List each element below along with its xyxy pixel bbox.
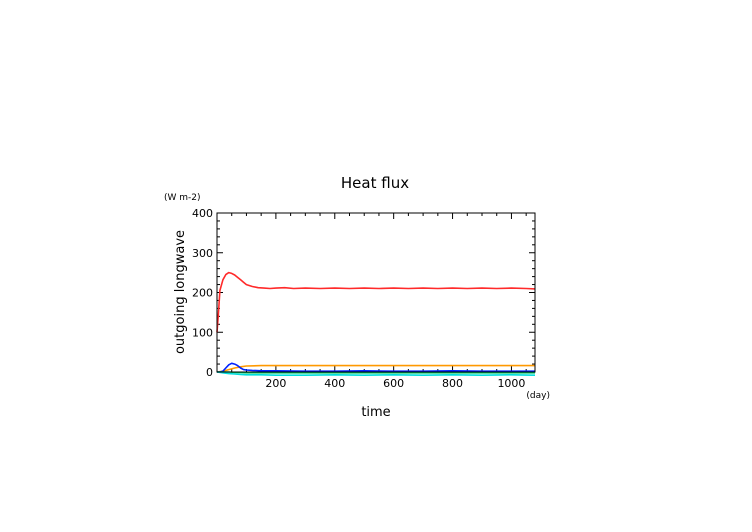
x-tick-label: 200 — [265, 377, 286, 390]
x-tick-label: 600 — [383, 377, 404, 390]
x-tick-label: 400 — [324, 377, 345, 390]
y-tick-label: 400 — [192, 207, 213, 220]
plot-frame — [216, 212, 536, 373]
y-axis-title: outgoing longwave — [173, 230, 188, 354]
plot-series — [216, 271, 536, 377]
y-unit-label: (W m-2) — [164, 193, 201, 203]
series-line-5 — [216, 371, 536, 377]
series-line-2 — [216, 364, 535, 373]
y-tick-label: 0 — [206, 366, 213, 379]
tick-labels: 0 100 200 300 400 200 400 600 800 1000 — [192, 207, 525, 390]
series-line-3 — [217, 362, 535, 373]
chart-title: Heat flux — [341, 174, 409, 192]
axis-ticks — [217, 212, 535, 373]
x-tick-label: 1000 — [497, 377, 525, 390]
y-tick-label: 100 — [192, 326, 213, 339]
y-tick-label: 200 — [192, 287, 213, 300]
x-unit-label: (day) — [526, 391, 550, 401]
x-tick-label: 800 — [442, 377, 463, 390]
y-tick-label: 300 — [192, 247, 213, 260]
series-line-1 — [216, 271, 536, 333]
x-axis-title: time — [361, 405, 390, 420]
